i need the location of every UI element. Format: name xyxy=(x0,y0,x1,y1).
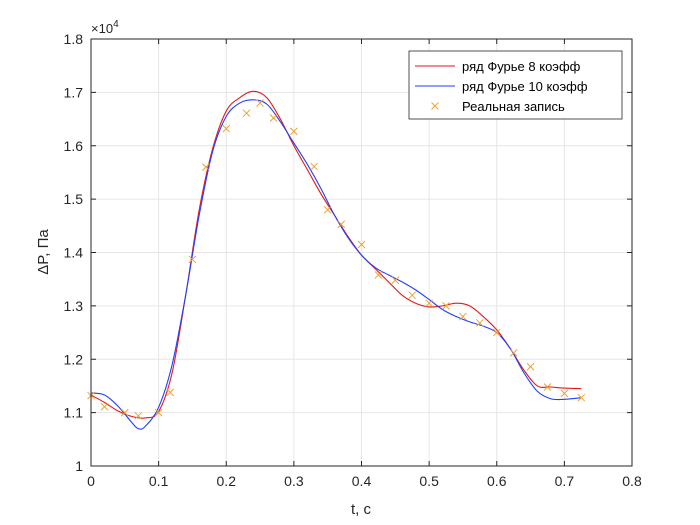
data-point xyxy=(256,99,264,107)
y-tick-label: 1.3 xyxy=(64,298,84,314)
data-point xyxy=(188,255,197,264)
y-tick-label: 1.4 xyxy=(64,245,84,261)
data-point xyxy=(391,276,400,285)
x-tick-label: 0.8 xyxy=(622,473,642,489)
x-tick-label: 0.2 xyxy=(217,473,237,489)
data-point xyxy=(475,319,484,327)
data-point xyxy=(337,220,346,229)
data-point xyxy=(120,408,129,417)
data-point xyxy=(577,393,586,402)
data-point xyxy=(100,402,109,411)
data-point xyxy=(357,240,366,249)
x-tick-label: 0.7 xyxy=(555,473,575,489)
y-tick-label: 1.5 xyxy=(64,191,84,207)
legend: ряд Фурье 8 коэфф ряд Фурье 10 коэфф Реаль… xyxy=(408,50,623,120)
y-tick-label: 1 xyxy=(75,458,83,474)
legend-label: Реальная запись xyxy=(462,99,565,114)
legend-box xyxy=(408,50,623,120)
data-point xyxy=(408,291,417,300)
data-point xyxy=(526,362,535,371)
legend-swatch xyxy=(431,102,439,110)
legend-label: ряд Фурье 8 коэфф xyxy=(462,59,581,74)
data-point xyxy=(560,389,569,398)
data-point xyxy=(492,328,501,337)
ticks: 0 0.1 0.2 0.3 0.4 0.5 0.6 0.7 0.8 1 1.1 1.2 1.3 1.4 1.… xyxy=(64,31,642,489)
data-point xyxy=(509,348,518,357)
data-point xyxy=(374,271,383,279)
x-tick-label: 0.5 xyxy=(419,473,439,489)
data-point xyxy=(425,299,433,308)
data-point xyxy=(202,163,210,171)
y-axis-label: ΔP, Па xyxy=(35,229,52,275)
legend-item-2: ряд Фурье 10 коэфф xyxy=(415,79,588,94)
x-tick-label: 0 xyxy=(87,473,95,489)
data-point xyxy=(310,162,319,171)
data-point xyxy=(242,109,251,118)
data-point xyxy=(166,388,174,397)
y-tick-label: 1.1 xyxy=(64,405,84,421)
data-point xyxy=(459,312,467,321)
data-point xyxy=(154,408,163,417)
legend-label: ряд Фурье 10 коэфф xyxy=(462,79,588,94)
y-tick-label: 1.2 xyxy=(64,351,84,367)
data-point xyxy=(290,127,298,136)
x-tick-label: 0.3 xyxy=(284,473,304,489)
y-tick-label: 1.6 xyxy=(64,138,84,154)
data-point xyxy=(543,383,552,391)
data-point xyxy=(269,114,278,122)
series-layer xyxy=(87,90,586,430)
data-point xyxy=(442,302,450,310)
y-tick-label: 1.8 xyxy=(64,31,84,47)
y-tick-label: 1.7 xyxy=(64,84,84,100)
legend-item-3: Реальная запись xyxy=(431,99,565,114)
x-tick-label: 0.6 xyxy=(487,473,507,489)
data-point xyxy=(134,411,143,420)
data-point xyxy=(222,124,231,133)
data-point xyxy=(323,205,332,214)
x-axis-label: t, c xyxy=(351,501,372,518)
legend-item-1: ряд Фурье 8 коэфф xyxy=(415,59,581,74)
x-tick-label: 0.1 xyxy=(149,473,169,489)
y-exponent-label: ×104 xyxy=(91,19,119,36)
x-tick-label: 0.4 xyxy=(352,473,372,489)
